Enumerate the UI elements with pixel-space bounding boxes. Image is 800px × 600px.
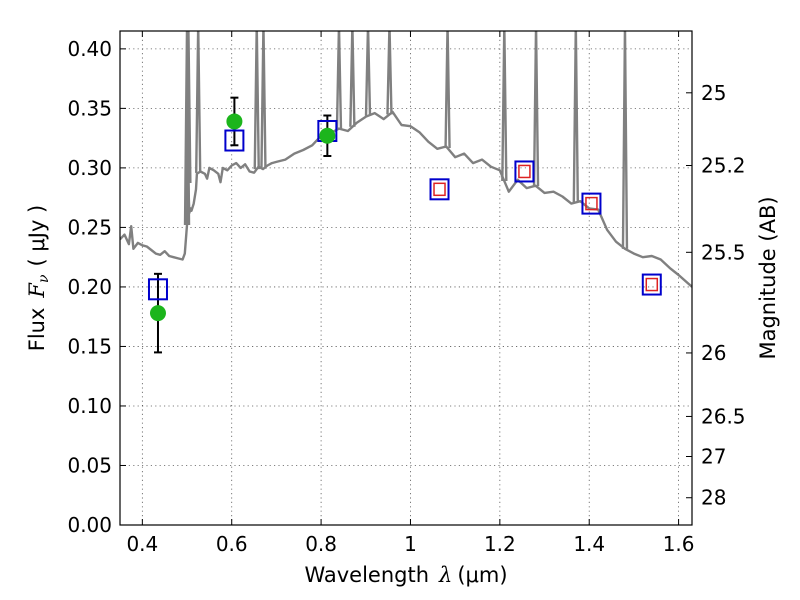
observed-flux-point <box>149 305 166 322</box>
mag-tick-label: 26 <box>701 341 726 365</box>
emission-line <box>260 31 267 169</box>
emission-line <box>349 31 356 127</box>
model-flux-marker <box>641 273 662 296</box>
mag-tick-label: 25 <box>701 81 726 105</box>
magnitude-axis-label: Magnitude (AB) <box>756 196 780 359</box>
mag-tick-label: 27 <box>701 445 726 469</box>
x-tick-label: 1.2 <box>484 532 516 556</box>
emission-line <box>195 31 202 173</box>
emission-line <box>621 31 629 249</box>
x-tick-label: 0.4 <box>126 532 158 556</box>
mag-tick-label: 25.5 <box>701 240 746 264</box>
model-spectrum <box>120 31 692 288</box>
emission-line <box>185 31 192 183</box>
plot-frame <box>119 30 693 526</box>
emission-line <box>572 31 580 203</box>
model-flux-marker <box>429 178 450 201</box>
photometry-points <box>147 96 662 354</box>
emission-line <box>364 31 372 116</box>
y-tick-label: 0.00 <box>67 513 112 537</box>
y-tick-label: 0.10 <box>67 394 112 418</box>
mag-tick-label: 25.2 <box>701 154 746 178</box>
magnitude-axis-ticks: 25 25.2 25.5 26 26.5 27 28 <box>686 81 746 510</box>
upper-limit-marker <box>518 164 531 179</box>
y-tick-label: 0.05 <box>67 453 112 477</box>
y-tick-label: 0.25 <box>67 215 112 239</box>
observed-flux-point <box>226 113 243 130</box>
emission-line <box>444 31 451 149</box>
model-flux-marker <box>581 192 602 215</box>
mag-tick-label: 26.5 <box>701 404 746 428</box>
grid <box>120 31 692 526</box>
y-tick-label: 0.15 <box>67 334 112 358</box>
emission-line <box>335 31 343 129</box>
emission-line <box>253 31 260 170</box>
x-tick-label: 1.6 <box>663 532 695 556</box>
y-tick-label: 0.40 <box>67 37 112 61</box>
emission-line <box>386 31 393 115</box>
observed-flux-point <box>319 127 336 144</box>
upper-limit-marker <box>433 182 446 197</box>
x-tick-label: 0.8 <box>305 532 337 556</box>
y-axis-label: FluxFν( μJy ) <box>25 205 52 351</box>
x-axis-label: Wavelength λ (μm) <box>304 563 507 587</box>
emission-line <box>532 31 540 187</box>
x-tick-label: 1.4 <box>573 532 605 556</box>
y-tick-label: 0.20 <box>67 275 112 299</box>
emission-line <box>501 31 508 182</box>
model-flux-marker <box>224 129 245 152</box>
model-flux-marker <box>147 278 168 301</box>
spectrum-line <box>120 110 692 288</box>
x-tick-label: 1 <box>404 532 417 556</box>
y-tick-label: 0.30 <box>67 156 112 180</box>
x-tick-label: 0.6 <box>216 532 248 556</box>
y-tick-label: 0.35 <box>67 96 112 120</box>
x-axis-ticks: 0.4 0.6 0.8 1 1.2 1.4 1.6 <box>126 31 695 556</box>
model-flux-marker <box>514 160 535 183</box>
upper-limit-marker <box>585 196 598 211</box>
upper-limit-marker <box>645 277 659 292</box>
mag-tick-label: 28 <box>701 486 726 510</box>
y-axis-ticks: 0.00 0.05 0.10 0.15 0.20 0.25 0.30 0.35 0.40 <box>67 37 126 537</box>
